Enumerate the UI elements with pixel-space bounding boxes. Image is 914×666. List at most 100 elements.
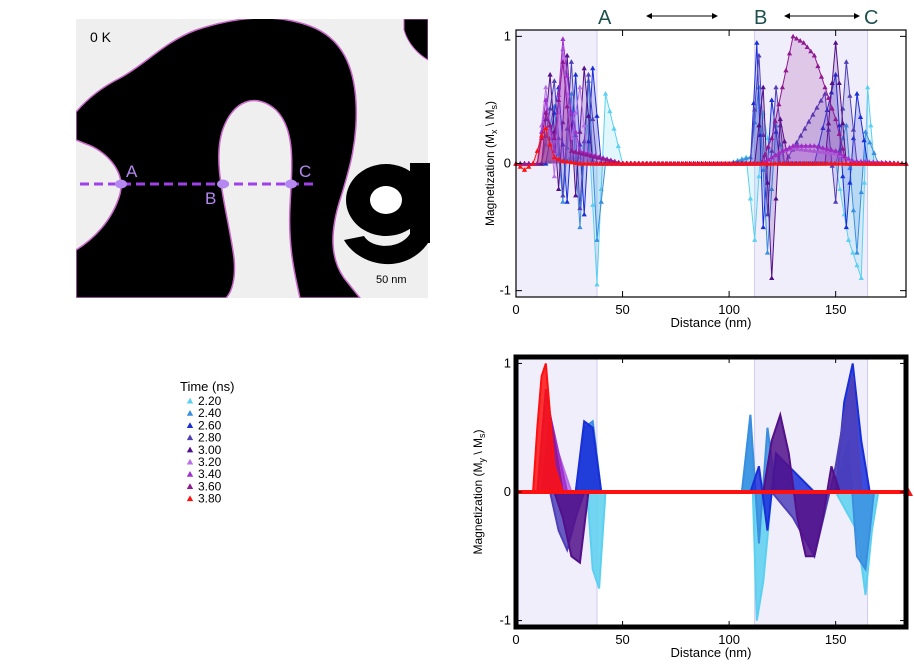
data-point-marker [728, 160, 734, 166]
data-point-marker [560, 119, 566, 125]
data-point-marker [708, 160, 714, 166]
data-point-marker [576, 150, 582, 155]
data-point-marker [808, 48, 814, 54]
data-point-marker [840, 146, 846, 151]
legend-marker [186, 495, 194, 502]
data-point-marker [786, 144, 793, 150]
data-point-marker [594, 113, 600, 118]
data-point-marker [724, 160, 730, 166]
data-point-marker [577, 129, 583, 134]
data-point-marker [585, 113, 592, 118]
data-point-marker [803, 143, 809, 148]
data-point-marker [590, 65, 596, 71]
data-point-marker [811, 143, 817, 148]
g-logo-icon [344, 163, 430, 265]
data-point-marker [760, 224, 766, 230]
data-point-marker [804, 44, 810, 50]
data-point-marker [784, 160, 790, 166]
x-axis-label: Distance (nm) [671, 645, 752, 660]
data-point-marker [577, 84, 583, 90]
data-point-marker [756, 160, 762, 166]
data-point-marker [613, 160, 619, 166]
data-point-marker [769, 154, 775, 160]
data-point-marker [783, 146, 789, 152]
data-point-marker [526, 164, 532, 169]
data-point-marker [680, 160, 686, 166]
data-point-marker [668, 160, 674, 166]
data-point-marker [521, 160, 528, 166]
series-area [516, 87, 906, 285]
data-point-marker [773, 84, 779, 90]
legend-label: 2.60 [198, 418, 222, 432]
series-area [516, 42, 906, 278]
y-tick-label: -1 [499, 613, 511, 628]
data-point-marker [825, 126, 832, 132]
data-point-marker [811, 160, 818, 166]
data-point-marker [602, 90, 609, 96]
data-point-marker [644, 160, 651, 166]
data-point-marker [794, 139, 800, 145]
data-point-marker [564, 103, 570, 109]
annotation-c: C [864, 7, 878, 29]
data-point-marker [585, 160, 591, 166]
data-point-marker [822, 84, 828, 90]
data-point-marker [556, 156, 562, 162]
legend-marker [186, 471, 194, 477]
data-point-marker [629, 160, 635, 166]
x-tick-label: 150 [825, 632, 847, 647]
x-tick-label: 150 [825, 302, 847, 317]
data-point-marker [551, 154, 557, 160]
data-point-marker [762, 152, 768, 158]
data-point-marker [847, 160, 853, 166]
legend-label: 3.00 [198, 443, 222, 457]
data-point-marker [517, 164, 523, 169]
data-point-marker [564, 125, 570, 131]
data-point-marker [831, 160, 838, 166]
legend-label: 2.80 [198, 431, 222, 445]
data-point-marker [868, 122, 874, 128]
data-point-marker [797, 37, 803, 43]
data-point-marker [534, 160, 540, 166]
data-point-marker [818, 97, 824, 103]
data-point-marker [736, 160, 742, 166]
y-tick-label: 0 [504, 156, 511, 171]
legend-marker [186, 483, 194, 489]
data-point-marker [861, 137, 867, 143]
data-point-marker [656, 160, 663, 166]
data-point-marker [700, 160, 706, 166]
data-point-marker [798, 143, 805, 148]
data-point-marker [748, 160, 754, 166]
data-point-marker [521, 167, 528, 172]
data-point-marker [573, 129, 579, 134]
x-tick-label: 0 [512, 632, 519, 647]
data-point-marker [863, 160, 869, 166]
data-point-marker [611, 125, 617, 131]
data-point-marker [577, 224, 583, 230]
data-point-marker [756, 173, 762, 179]
data-point-marker [798, 132, 804, 138]
point-b-label: B [205, 189, 216, 208]
legend-marker [186, 422, 194, 428]
data-point-marker [769, 275, 775, 281]
scale-bar-label: 50 nm [376, 274, 407, 286]
data-point-marker [854, 249, 860, 255]
data-point-marker [850, 207, 857, 213]
data-point-marker [551, 135, 557, 141]
data-point-marker [598, 199, 604, 204]
data-point-marker [577, 205, 583, 211]
data-point-marker [829, 105, 835, 111]
data-point-marker [543, 97, 549, 103]
data-point-marker [796, 160, 802, 166]
data-point-marker [867, 139, 873, 145]
y-axis-label: Magnetization (My \ Ms) [471, 429, 487, 554]
legend-items: 2.202.402.602.803.003.203.403.603.80 [186, 394, 222, 506]
data-point-marker [688, 160, 694, 166]
data-point-marker [875, 160, 881, 166]
data-point-marker [854, 262, 860, 268]
data-point-marker [636, 160, 643, 166]
data-point-marker [617, 160, 623, 166]
data-point-marker [573, 110, 579, 115]
data-point-marker [810, 111, 816, 117]
data-point-marker [839, 160, 845, 166]
